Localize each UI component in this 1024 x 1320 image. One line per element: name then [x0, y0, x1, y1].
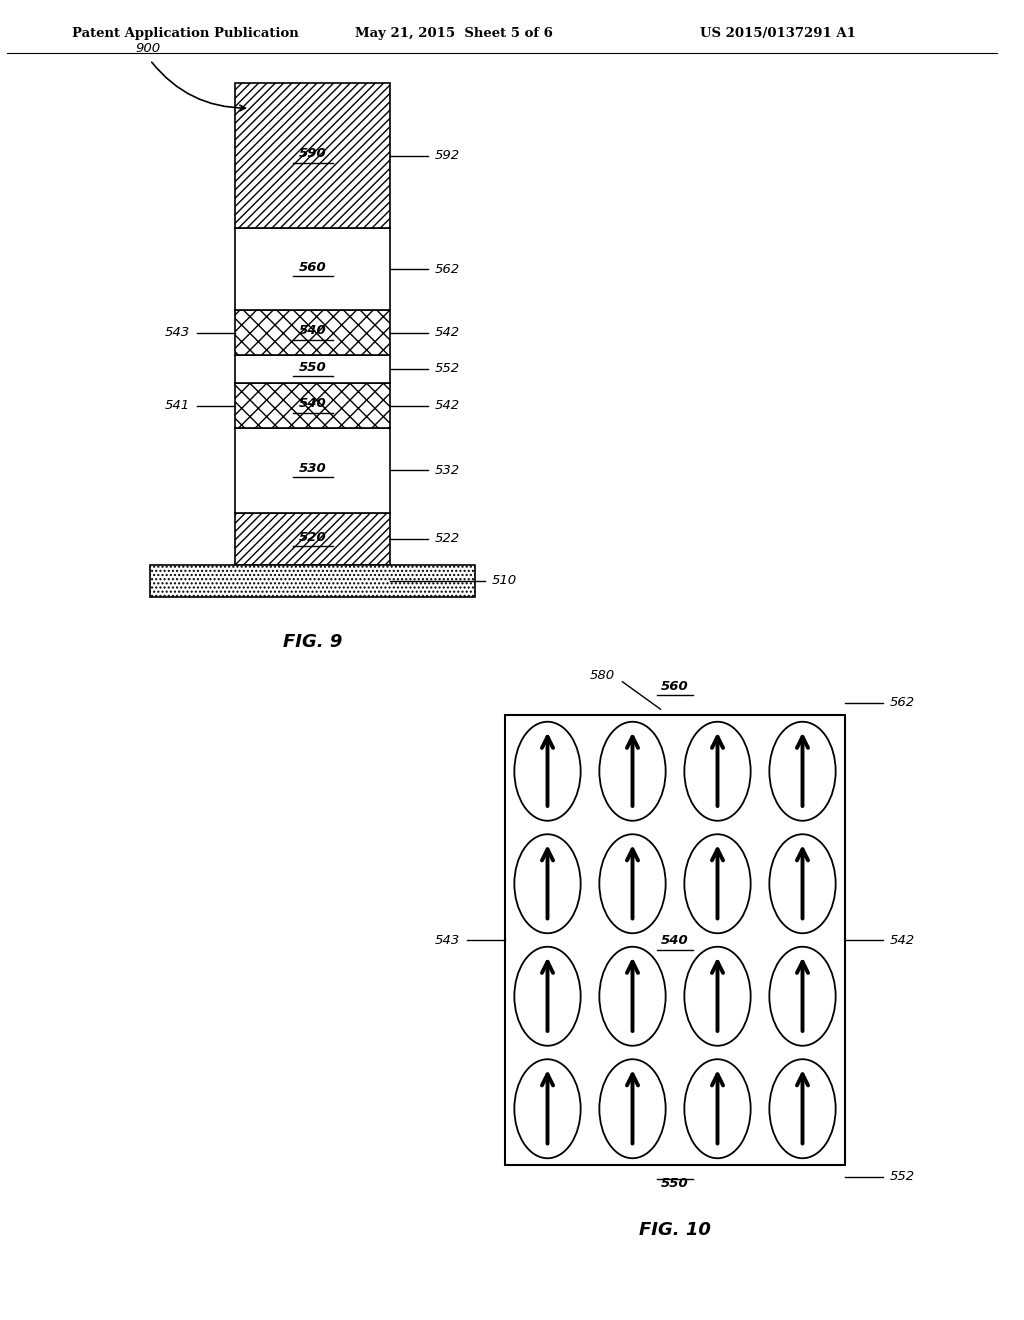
Ellipse shape [769, 946, 836, 1045]
Bar [505, 715, 845, 1166]
Text: 510: 510 [492, 574, 517, 587]
Ellipse shape [684, 722, 751, 821]
Text: 592: 592 [435, 149, 460, 162]
Ellipse shape [599, 946, 666, 1045]
Text: 520: 520 [299, 531, 327, 544]
Text: FIG. 9: FIG. 9 [283, 634, 342, 651]
Text: 562: 562 [890, 697, 915, 710]
Bar [150, 565, 475, 597]
Text: 540: 540 [299, 323, 327, 337]
Text: 552: 552 [890, 1171, 915, 1184]
Text: 550: 550 [662, 1177, 689, 1191]
Text: 540: 540 [299, 397, 327, 411]
Ellipse shape [684, 834, 751, 933]
Ellipse shape [514, 722, 581, 821]
Ellipse shape [599, 834, 666, 933]
Text: May 21, 2015  Sheet 5 of 6: May 21, 2015 Sheet 5 of 6 [355, 26, 553, 40]
Text: 541: 541 [165, 399, 190, 412]
Ellipse shape [684, 1059, 751, 1158]
Text: 560: 560 [299, 260, 327, 273]
Bar [234, 310, 390, 355]
Bar [234, 355, 390, 383]
Ellipse shape [769, 1059, 836, 1158]
Text: FIG. 10: FIG. 10 [639, 1221, 711, 1239]
Text: 542: 542 [435, 399, 460, 412]
Bar [234, 383, 390, 428]
Text: 543: 543 [435, 933, 460, 946]
Ellipse shape [514, 1059, 581, 1158]
Text: 550: 550 [299, 360, 327, 374]
Text: US 2015/0137291 A1: US 2015/0137291 A1 [700, 26, 856, 40]
Ellipse shape [769, 722, 836, 821]
Text: 560: 560 [662, 680, 689, 693]
Ellipse shape [514, 834, 581, 933]
Text: 552: 552 [435, 363, 460, 375]
Ellipse shape [684, 946, 751, 1045]
Text: 530: 530 [299, 462, 327, 475]
Text: 900: 900 [135, 41, 160, 54]
Text: 543: 543 [165, 326, 190, 339]
Ellipse shape [769, 834, 836, 933]
Text: 532: 532 [435, 465, 460, 477]
Text: 562: 562 [435, 263, 460, 276]
Bar [234, 228, 390, 310]
Text: 590: 590 [299, 147, 327, 160]
Bar [234, 428, 390, 513]
Bar [234, 513, 390, 565]
Text: 580: 580 [590, 668, 615, 681]
Text: 542: 542 [890, 933, 915, 946]
Text: 522: 522 [435, 532, 460, 545]
Text: Patent Application Publication: Patent Application Publication [72, 26, 299, 40]
Ellipse shape [599, 1059, 666, 1158]
Ellipse shape [599, 722, 666, 821]
Bar [234, 83, 390, 228]
Text: 542: 542 [435, 326, 460, 339]
Text: 540: 540 [662, 933, 689, 946]
Ellipse shape [514, 946, 581, 1045]
